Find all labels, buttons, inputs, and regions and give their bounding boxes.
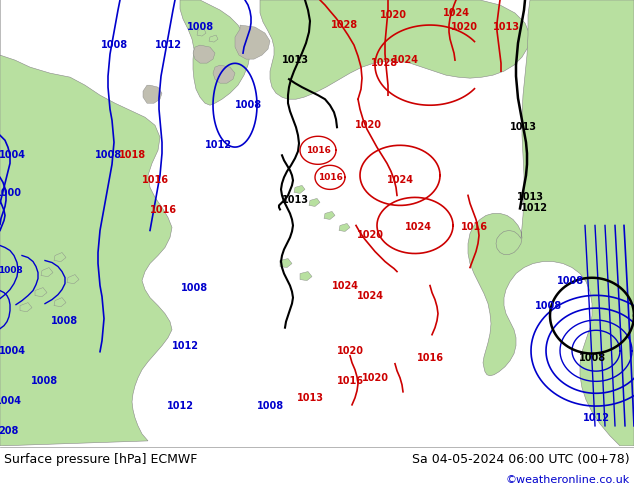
Polygon shape — [143, 85, 162, 103]
Text: 1008: 1008 — [235, 100, 262, 110]
Polygon shape — [260, 0, 530, 99]
Text: 1016: 1016 — [306, 146, 330, 155]
Text: 1016: 1016 — [141, 175, 169, 185]
Polygon shape — [324, 211, 335, 220]
Polygon shape — [209, 35, 218, 42]
Text: 1008: 1008 — [32, 376, 58, 386]
Text: 1008: 1008 — [94, 150, 122, 160]
Text: 1024: 1024 — [332, 281, 358, 291]
Text: 1020: 1020 — [337, 346, 363, 356]
Text: 1016: 1016 — [318, 173, 342, 182]
Text: 1012: 1012 — [167, 401, 193, 411]
Text: 1020: 1020 — [361, 373, 389, 383]
Text: 1008: 1008 — [557, 275, 583, 286]
Polygon shape — [468, 0, 634, 446]
Text: 1024: 1024 — [387, 175, 413, 185]
Polygon shape — [54, 252, 66, 262]
Text: 1012: 1012 — [205, 140, 231, 150]
Polygon shape — [54, 297, 66, 307]
Polygon shape — [197, 29, 206, 36]
Polygon shape — [300, 271, 312, 281]
Text: 1004: 1004 — [0, 346, 25, 356]
Text: 1013: 1013 — [517, 193, 543, 202]
Text: 1013: 1013 — [281, 55, 309, 65]
Text: 1004: 1004 — [0, 396, 22, 406]
Polygon shape — [0, 0, 172, 446]
Text: 1028: 1028 — [372, 58, 399, 68]
Polygon shape — [309, 198, 320, 206]
Text: 1016: 1016 — [150, 205, 176, 216]
Text: 1016: 1016 — [417, 353, 444, 363]
Text: 1013: 1013 — [510, 122, 536, 132]
Text: 1008: 1008 — [256, 401, 283, 411]
Polygon shape — [180, 0, 250, 105]
Polygon shape — [35, 288, 47, 296]
Text: 1018: 1018 — [119, 150, 146, 160]
Text: 1008: 1008 — [534, 301, 562, 311]
Text: 1012: 1012 — [521, 203, 548, 214]
Text: 1012: 1012 — [583, 413, 609, 423]
Polygon shape — [41, 268, 53, 276]
Text: 1020: 1020 — [380, 10, 406, 20]
Text: 1013: 1013 — [297, 393, 323, 403]
Polygon shape — [20, 303, 32, 312]
Text: 1020: 1020 — [356, 230, 384, 241]
Text: 1000: 1000 — [0, 188, 22, 198]
Text: 1016: 1016 — [460, 222, 488, 232]
Text: 1012: 1012 — [155, 40, 181, 50]
Text: 1013: 1013 — [281, 196, 309, 205]
Polygon shape — [280, 259, 292, 268]
Text: 1024: 1024 — [392, 55, 418, 65]
Text: 1028: 1028 — [330, 20, 358, 30]
Text: 1008: 1008 — [181, 283, 209, 293]
Text: 1008: 1008 — [578, 353, 605, 363]
Text: 1016: 1016 — [337, 376, 363, 386]
Polygon shape — [67, 274, 79, 284]
Text: 1008: 1008 — [186, 22, 214, 32]
Polygon shape — [213, 65, 235, 83]
Text: 1012: 1012 — [172, 341, 198, 351]
Polygon shape — [339, 223, 350, 231]
Text: 1024: 1024 — [443, 8, 470, 18]
Text: 1013: 1013 — [493, 22, 519, 32]
Polygon shape — [294, 185, 305, 194]
Text: 1008: 1008 — [0, 266, 22, 275]
Text: ©weatheronline.co.uk: ©weatheronline.co.uk — [506, 475, 630, 485]
Text: 208: 208 — [0, 426, 18, 436]
Polygon shape — [235, 25, 270, 59]
Text: 1008: 1008 — [101, 40, 129, 50]
Polygon shape — [193, 45, 215, 63]
Text: 1020: 1020 — [451, 22, 477, 32]
Text: 1024: 1024 — [356, 291, 384, 300]
Text: 1004: 1004 — [0, 150, 25, 160]
Text: Surface pressure [hPa] ECMWF: Surface pressure [hPa] ECMWF — [4, 453, 197, 466]
Text: 1024: 1024 — [404, 222, 432, 232]
Text: 1020: 1020 — [354, 120, 382, 130]
Text: Sa 04-05-2024 06:00 UTC (00+78): Sa 04-05-2024 06:00 UTC (00+78) — [412, 453, 630, 466]
Text: 1008: 1008 — [51, 316, 79, 326]
